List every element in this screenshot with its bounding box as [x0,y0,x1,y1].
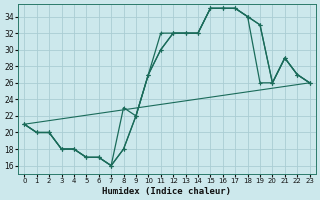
X-axis label: Humidex (Indice chaleur): Humidex (Indice chaleur) [102,187,231,196]
